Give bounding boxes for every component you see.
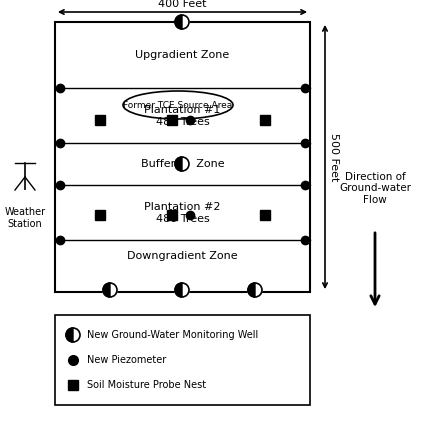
Bar — [95, 210, 105, 220]
Text: 500 Feet: 500 Feet — [329, 133, 339, 181]
Bar — [55, 315, 310, 405]
Bar — [167, 210, 177, 220]
Bar — [18, 190, 32, 197]
Wedge shape — [66, 328, 73, 342]
Text: Soil Moisture Probe Nest: Soil Moisture Probe Nest — [87, 380, 206, 390]
Circle shape — [66, 328, 80, 342]
Text: Plantation #1
480 Trees: Plantation #1 480 Trees — [144, 105, 221, 127]
Circle shape — [175, 15, 189, 29]
Wedge shape — [175, 15, 182, 29]
Text: Former TCE Source Area: Former TCE Source Area — [123, 100, 233, 110]
Text: New Ground-Water Monitoring Well: New Ground-Water Monitoring Well — [87, 330, 258, 340]
Wedge shape — [175, 157, 182, 171]
Bar — [55, 22, 310, 292]
Text: New Piezometer: New Piezometer — [87, 355, 166, 365]
Bar — [167, 115, 177, 125]
Circle shape — [103, 283, 117, 297]
Bar — [260, 115, 270, 125]
Circle shape — [175, 157, 189, 171]
Circle shape — [248, 283, 262, 297]
Bar — [95, 115, 105, 125]
Wedge shape — [103, 283, 110, 297]
Text: Weather
Station: Weather Station — [5, 207, 46, 229]
Text: Upgradient Zone: Upgradient Zone — [135, 50, 230, 60]
Text: Buffer      Zone: Buffer Zone — [141, 159, 225, 169]
Bar — [68, 380, 78, 390]
Text: 400 Feet: 400 Feet — [158, 0, 207, 9]
Wedge shape — [175, 283, 182, 297]
Wedge shape — [248, 283, 255, 297]
Circle shape — [175, 283, 189, 297]
Text: Plantation #2
480 Trees: Plantation #2 480 Trees — [144, 202, 221, 224]
Text: Downgradient Zone: Downgradient Zone — [127, 251, 238, 261]
Text: Direction of
Ground-water
Flow: Direction of Ground-water Flow — [339, 172, 411, 205]
Bar — [260, 210, 270, 220]
